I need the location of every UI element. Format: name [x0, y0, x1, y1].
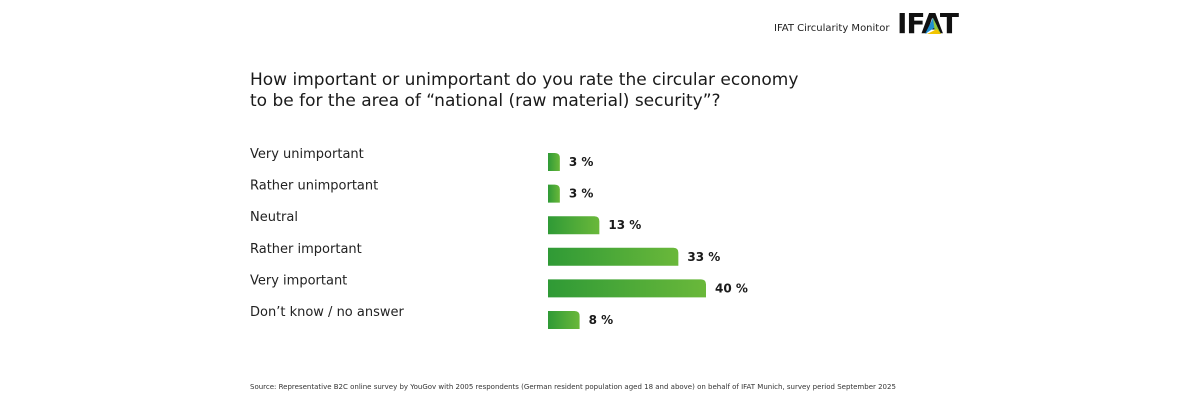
value-label: 3 %	[569, 187, 594, 201]
ifat-logo: IFAT	[897, 8, 960, 36]
question-title: How important or unimportant do you rate…	[250, 70, 910, 112]
value-label: 33 %	[687, 250, 720, 264]
category-label: Rather important	[250, 242, 362, 257]
question-line-1: How important or unimportant do you rate…	[250, 70, 799, 90]
value-label: 3 %	[569, 155, 594, 169]
bar	[548, 153, 560, 171]
bar	[548, 247, 679, 266]
bar	[548, 279, 706, 298]
logo-triangle-yellow	[927, 29, 941, 34]
bar	[548, 311, 580, 329]
value-label: 13 %	[608, 218, 641, 232]
bar	[548, 216, 600, 235]
value-label: 40 %	[715, 281, 748, 295]
category-label: Rather unimportant	[250, 179, 378, 194]
bar	[548, 184, 560, 203]
category-label: Neutral	[250, 210, 298, 225]
source-note: Source: Representative B2C online survey…	[250, 383, 896, 391]
question-line-2: to be for the area of “national (raw mat…	[250, 91, 721, 111]
monitor-label: IFAT Circularity Monitor	[774, 23, 890, 34]
category-label: Very important	[250, 273, 347, 288]
category-label: Don’t know / no answer	[250, 305, 404, 320]
category-label: Very unimportant	[250, 147, 364, 162]
value-label: 8 %	[589, 313, 614, 327]
